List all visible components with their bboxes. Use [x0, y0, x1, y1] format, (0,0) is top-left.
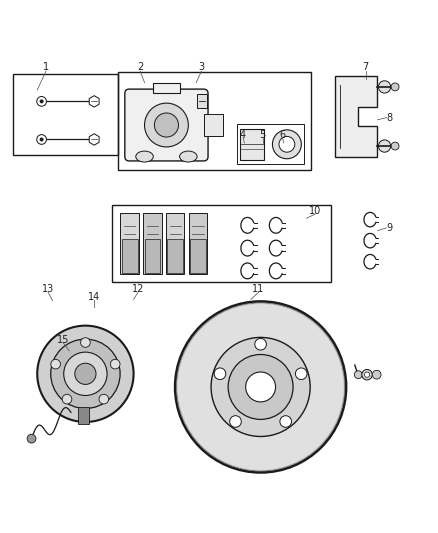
Text: 12: 12: [132, 284, 144, 294]
Bar: [204, 114, 223, 136]
Bar: [153, 83, 180, 93]
Text: 4: 4: [240, 130, 246, 140]
Circle shape: [362, 369, 372, 380]
Circle shape: [51, 339, 120, 408]
Circle shape: [295, 368, 307, 379]
Text: 2: 2: [137, 62, 143, 72]
Text: 9: 9: [387, 223, 393, 233]
Text: 5: 5: [260, 130, 266, 140]
Circle shape: [391, 142, 399, 150]
Bar: [78, 407, 89, 424]
Circle shape: [37, 96, 46, 106]
Bar: [143, 213, 162, 274]
Ellipse shape: [180, 151, 197, 162]
Circle shape: [246, 372, 276, 402]
Circle shape: [39, 99, 44, 103]
Circle shape: [378, 140, 391, 152]
Circle shape: [39, 138, 44, 141]
Circle shape: [279, 136, 295, 152]
Polygon shape: [89, 96, 99, 107]
Bar: [240, 128, 264, 160]
Text: 11: 11: [252, 284, 265, 294]
Circle shape: [272, 130, 301, 159]
Circle shape: [391, 83, 399, 91]
Circle shape: [37, 326, 134, 422]
Circle shape: [27, 434, 36, 443]
Bar: [13, 74, 118, 155]
Ellipse shape: [154, 113, 178, 137]
Circle shape: [75, 363, 96, 384]
Bar: [118, 71, 311, 170]
Bar: [189, 213, 207, 274]
Text: 10: 10: [309, 206, 321, 216]
Circle shape: [81, 338, 90, 348]
Circle shape: [51, 359, 60, 369]
Text: 7: 7: [363, 62, 369, 72]
Circle shape: [99, 394, 109, 404]
Circle shape: [372, 370, 381, 379]
Text: 14: 14: [88, 292, 100, 302]
Circle shape: [64, 352, 107, 395]
Circle shape: [228, 354, 293, 419]
Bar: [166, 213, 184, 274]
Bar: [167, 239, 183, 273]
Text: 15: 15: [57, 335, 70, 345]
Circle shape: [230, 416, 241, 427]
Polygon shape: [89, 134, 99, 145]
Bar: [237, 124, 304, 165]
Circle shape: [62, 394, 72, 404]
Bar: [197, 94, 207, 108]
Bar: [120, 213, 139, 274]
Text: 3: 3: [198, 62, 205, 72]
Text: 1: 1: [43, 62, 49, 72]
Circle shape: [280, 416, 292, 427]
Circle shape: [175, 302, 346, 472]
Circle shape: [214, 368, 226, 379]
Text: 13: 13: [42, 284, 54, 294]
Circle shape: [211, 337, 310, 437]
Text: 6: 6: [279, 130, 286, 140]
Circle shape: [378, 81, 391, 93]
Circle shape: [364, 372, 370, 377]
Bar: [145, 239, 160, 273]
Circle shape: [178, 304, 343, 470]
Bar: [112, 205, 331, 282]
Bar: [190, 239, 206, 273]
Ellipse shape: [145, 103, 188, 147]
Text: 8: 8: [387, 112, 393, 123]
Circle shape: [110, 359, 120, 369]
Circle shape: [354, 371, 362, 378]
Polygon shape: [335, 76, 377, 157]
Bar: [122, 239, 138, 273]
FancyBboxPatch shape: [125, 89, 208, 161]
Ellipse shape: [136, 151, 153, 162]
Circle shape: [37, 135, 46, 144]
Circle shape: [255, 338, 266, 350]
